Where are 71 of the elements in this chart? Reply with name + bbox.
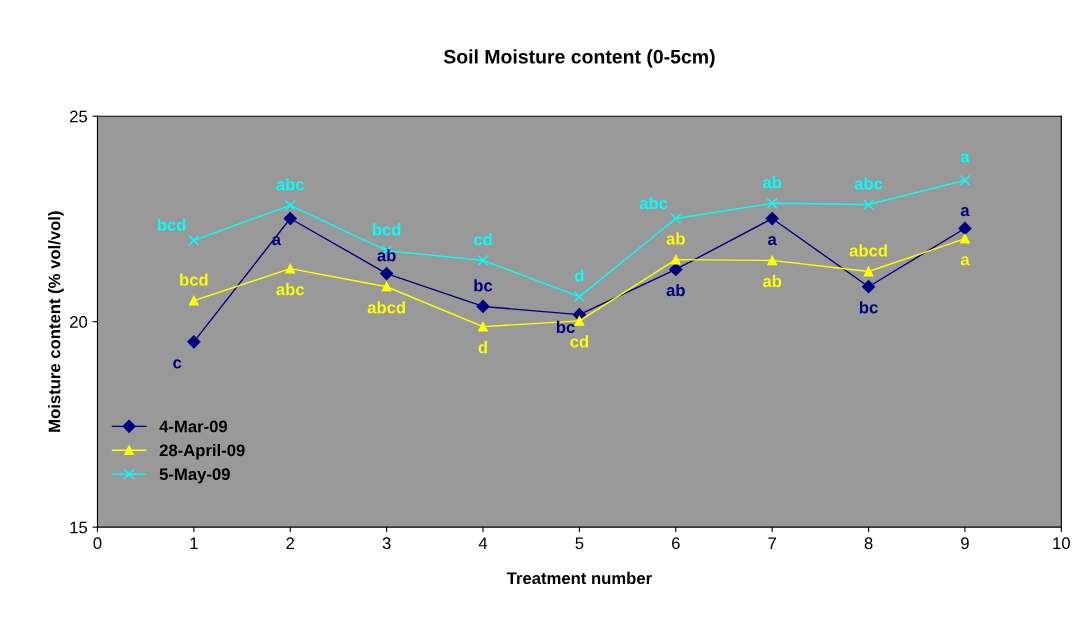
legend-label: 4-Mar-09 (159, 420, 228, 433)
annotation: abc (276, 283, 305, 296)
point (380, 266, 394, 281)
annotation: abcd (367, 301, 405, 314)
annotation: bc (474, 279, 493, 292)
annotation: ab (377, 249, 396, 262)
annotation: abc (276, 178, 305, 191)
annotation: ab (666, 283, 685, 297)
point (766, 197, 778, 209)
point (765, 211, 779, 226)
annotation: ab (762, 176, 782, 189)
point (767, 255, 778, 266)
y-tick-label: 20 (70, 316, 88, 328)
x-tick-label: 8 (864, 537, 873, 550)
y-tick-label: 25 (70, 110, 88, 123)
y-axis-title: Moisture content (% vol/vol) (48, 211, 64, 432)
x-tick-label: 6 (672, 537, 680, 550)
chart-title: Soil Moisture content (0-5cm) (443, 49, 715, 68)
annotation: bcd (180, 273, 208, 286)
x-tick-label: 9 (961, 537, 969, 550)
annotation: ab (666, 232, 685, 245)
x-tick-label: 5 (575, 537, 584, 550)
x-tick-label: 0 (93, 537, 102, 550)
legend-label: 5-May-09 (159, 468, 230, 484)
legend-label: 28-April-09 (159, 443, 245, 460)
point (573, 291, 585, 303)
annotation: cd (570, 335, 589, 348)
x-tick-label: 1 (190, 537, 198, 549)
annotation: ab (762, 274, 782, 288)
point (285, 263, 296, 274)
annotation: bc (859, 301, 878, 314)
annotation: d (478, 341, 488, 354)
point (477, 254, 489, 266)
annotation: cd (473, 233, 492, 246)
annotation: bcd (157, 218, 186, 231)
annotation: d (575, 269, 584, 282)
x-tick-label: 10 (1053, 537, 1070, 550)
point (283, 211, 297, 226)
annotation: abc (639, 196, 668, 210)
point (188, 295, 199, 306)
annotation: abcd (849, 244, 887, 257)
x-tick-label: 3 (382, 537, 391, 550)
y-tick-label: 15 (70, 521, 88, 534)
point (863, 198, 875, 211)
point (187, 335, 201, 349)
annotation: c (173, 359, 182, 369)
annotation: a (768, 236, 777, 246)
point (959, 174, 971, 186)
x-tick-label: 2 (286, 537, 295, 549)
annotation: a (960, 256, 970, 266)
annotation: a (960, 207, 970, 217)
point (960, 233, 970, 244)
point (381, 281, 392, 292)
annotation: abc (854, 177, 883, 190)
point (863, 266, 874, 277)
point (284, 199, 296, 211)
point (574, 315, 585, 326)
annotation: bcd (372, 223, 401, 236)
point (958, 221, 972, 235)
point (188, 234, 200, 246)
x-tick-label: 4 (478, 537, 488, 549)
point (478, 321, 488, 332)
x-tick-label: 7 (768, 537, 776, 549)
point (476, 299, 490, 314)
annotation: a (960, 153, 970, 163)
annotation: bc (556, 320, 575, 334)
point (861, 280, 876, 294)
point (670, 254, 681, 265)
point (669, 262, 683, 277)
x-axis-title: Treatment number (506, 571, 652, 585)
point (670, 212, 682, 225)
